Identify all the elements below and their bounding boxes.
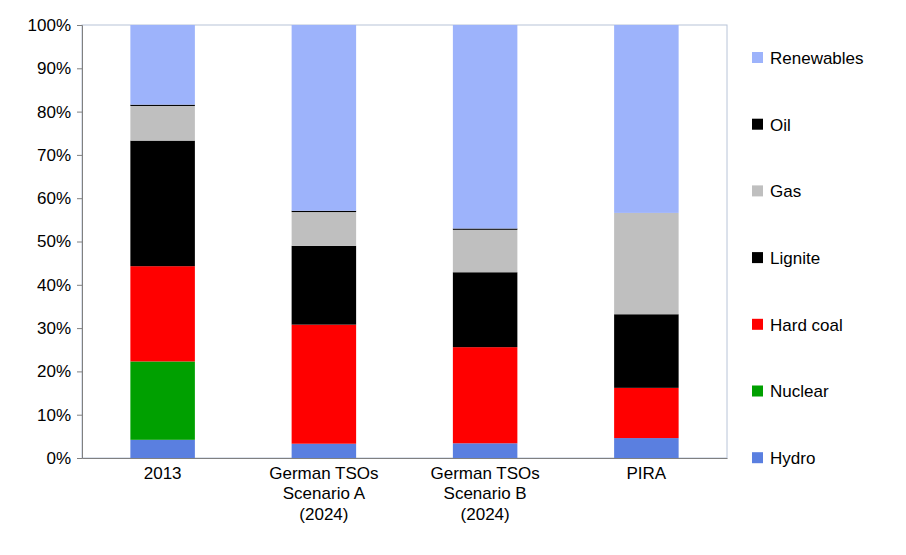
bar-segment [453, 25, 518, 229]
bar-segment [130, 25, 195, 105]
bar-segment [453, 230, 518, 272]
legend-swatch [752, 386, 763, 397]
tick: PIRA [627, 458, 667, 483]
legend-swatch [752, 119, 763, 130]
tick-label: 40% [37, 276, 71, 295]
bar-segment [292, 325, 357, 444]
series [130, 25, 678, 229]
tick-label: 70% [37, 146, 71, 165]
bar-segment [292, 211, 357, 212]
tick: German TSOsScenario A(2024) [269, 458, 378, 524]
legend-swatch [752, 185, 763, 196]
bar-segment [614, 388, 679, 438]
bar-segment [614, 438, 679, 458]
tick: 100% [28, 16, 82, 35]
bar-segment [453, 272, 518, 347]
tick: 40% [37, 276, 82, 295]
legend-label: Renewables [770, 49, 864, 68]
tick-label: German TSOsScenario B(2024) [430, 464, 539, 524]
tick-label: 90% [37, 59, 71, 78]
bars [130, 25, 678, 458]
tick: 50% [37, 232, 82, 251]
series [130, 438, 678, 458]
bar-segment [130, 106, 195, 141]
series [130, 361, 195, 439]
tick-label: 80% [37, 103, 71, 122]
x-axis: 2013 German TSOsScenario A(2024) German TS… [83, 458, 728, 524]
tick: 2013 [144, 458, 182, 483]
legend-swatch [752, 452, 763, 463]
y-axis: 0% 10% 20% 30% 40% 50% 60% 70% 80% 90% 100% [28, 16, 83, 468]
bar-segment [130, 266, 195, 361]
tick-mark [77, 285, 82, 286]
legend-label: Gas [770, 182, 801, 201]
tick-mark [77, 371, 82, 372]
tick-label: 10% [37, 406, 71, 425]
legend-swatch [752, 252, 763, 263]
legend: Renewables Oil Gas Lignite Hard coal Nuclear H… [752, 49, 864, 468]
bar-segment [130, 105, 195, 106]
bar-segment [130, 141, 195, 267]
tick-mark [77, 155, 82, 156]
tick: 20% [37, 362, 82, 381]
tick: 30% [37, 319, 82, 338]
tick-mark [77, 112, 82, 113]
bar-segment [130, 361, 195, 439]
axis-line [83, 458, 728, 459]
legend-swatch [752, 52, 763, 63]
bar-segment [453, 229, 518, 230]
tick-mark [77, 415, 82, 416]
tick: 60% [37, 189, 82, 208]
tick-label: 2013 [144, 464, 182, 483]
series [130, 141, 678, 388]
bar-segment [130, 440, 195, 458]
series [130, 106, 678, 314]
legend-label: Lignite [770, 249, 820, 268]
tick: 90% [37, 59, 82, 78]
chart: 0% 10% 20% 30% 40% 50% 60% 70% 80% 90% 100% 2013 Ger… [0, 0, 906, 555]
bar-segment [292, 444, 357, 458]
plot-frame [82, 25, 727, 458]
bar-segment [614, 314, 679, 388]
bar-segment [453, 443, 518, 458]
tick-label: 100% [28, 16, 71, 35]
legend-label: Nuclear [770, 382, 829, 401]
legend-label: Hydro [770, 449, 815, 468]
bar-segment [614, 213, 679, 314]
tick-label: 60% [37, 189, 71, 208]
tick-mark [77, 458, 82, 459]
tick: 0% [46, 449, 82, 468]
bar-segment [292, 246, 357, 325]
tick-mark [77, 68, 82, 69]
legend-swatch [752, 319, 763, 330]
tick-mark [77, 198, 82, 199]
bar-segment [292, 25, 357, 211]
axis-line [77, 26, 83, 459]
tick-mark [77, 25, 82, 26]
tick-label: German TSOsScenario A(2024) [269, 464, 378, 524]
legend-label: Oil [770, 116, 791, 135]
bar-segment [292, 212, 357, 246]
tick: German TSOsScenario B(2024) [430, 458, 539, 524]
tick-mark [77, 328, 82, 329]
legend-label: Hard coal [770, 316, 843, 335]
bar-segment [453, 347, 518, 443]
tick-label: 20% [37, 362, 71, 381]
tick: 10% [37, 406, 82, 425]
tick: 80% [37, 103, 82, 122]
tick-label: 30% [37, 319, 71, 338]
series [130, 266, 678, 444]
tick: 70% [37, 146, 82, 165]
tick-label: 0% [46, 449, 71, 468]
bar-segment [614, 25, 679, 213]
tick-label: 50% [37, 232, 71, 251]
tick-label: PIRA [627, 464, 667, 483]
tick-mark [77, 242, 82, 243]
